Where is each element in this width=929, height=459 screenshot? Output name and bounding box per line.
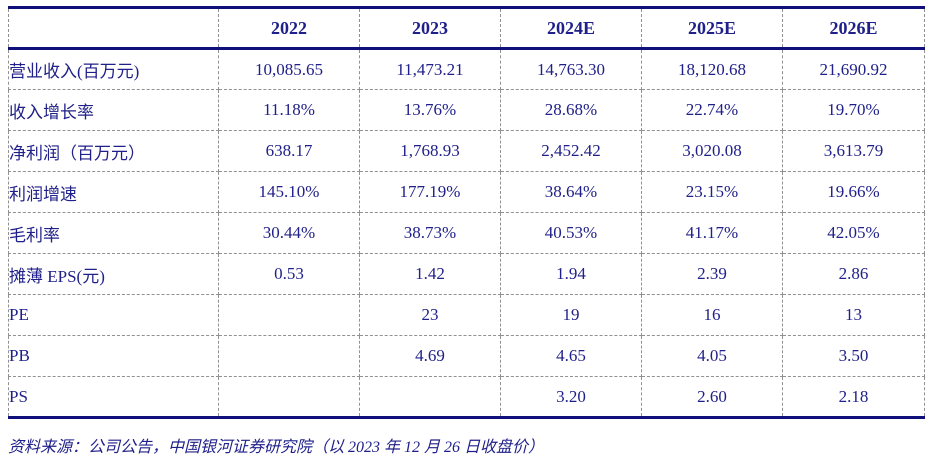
cell-value: 42.05%: [782, 212, 925, 254]
cell-value: 38.73%: [359, 212, 501, 254]
cell-value: 638.17: [218, 130, 360, 172]
cell-value: 3,020.08: [641, 130, 783, 172]
cell-value: 2,452.42: [500, 130, 642, 172]
cell-value: 3,613.79: [782, 130, 925, 172]
cell-value: 4.69: [359, 335, 501, 377]
cell-value: 38.64%: [500, 171, 642, 213]
table-row-profit-growth: 利润增速 145.10% 177.19% 38.64% 23.15% 19.66…: [8, 171, 925, 213]
row-label: 摊薄 EPS(元): [8, 253, 219, 295]
row-label: PB: [8, 335, 219, 377]
header-cell-2025e: 2025E: [641, 6, 783, 50]
row-label: 净利润（百万元）: [8, 130, 219, 172]
cell-value: 40.53%: [500, 212, 642, 254]
cell-value: 28.68%: [500, 89, 642, 131]
cell-value: 1.94: [500, 253, 642, 295]
source-note: 资料来源：公司公告，中国银河证券研究院（以 2023 年 12 月 26 日收盘…: [8, 439, 545, 456]
cell-value: 2.18: [782, 376, 925, 419]
cell-value: 2.60: [641, 376, 783, 419]
cell-value: 2.86: [782, 253, 925, 295]
table-row-pe: PE 23 19 16 13: [8, 294, 925, 336]
cell-value: [218, 294, 360, 336]
cell-value: 13: [782, 294, 925, 336]
cell-value: 13.76%: [359, 89, 501, 131]
cell-value: 19.66%: [782, 171, 925, 213]
cell-value: 3.20: [500, 376, 642, 419]
row-label: 毛利率: [8, 212, 219, 254]
cell-value: 4.05: [641, 335, 783, 377]
table-row-pb: PB 4.69 4.65 4.05 3.50: [8, 335, 925, 377]
header-cell-2022: 2022: [218, 6, 360, 50]
cell-value: 11.18%: [218, 89, 360, 131]
cell-value: 11,473.21: [359, 48, 501, 90]
cell-value: 177.19%: [359, 171, 501, 213]
cell-value: 19.70%: [782, 89, 925, 131]
financial-forecast-table: 2022 2023 2024E 2025E 2026E 营业收入(百万元) 10…: [8, 6, 925, 419]
cell-value: 22.74%: [641, 89, 783, 131]
table-row-revenue: 营业收入(百万元) 10,085.65 11,473.21 14,763.30 …: [8, 48, 925, 90]
header-cell-2024e: 2024E: [500, 6, 642, 50]
cell-value: 19: [500, 294, 642, 336]
header-cell-blank: [8, 6, 219, 50]
row-label: 营业收入(百万元): [8, 48, 219, 90]
cell-value: 30.44%: [218, 212, 360, 254]
table-row-net-profit: 净利润（百万元） 638.17 1,768.93 2,452.42 3,020.…: [8, 130, 925, 172]
cell-value: [218, 335, 360, 377]
cell-value: 23: [359, 294, 501, 336]
cell-value: 3.50: [782, 335, 925, 377]
cell-value: 4.65: [500, 335, 642, 377]
cell-value: [359, 376, 501, 419]
header-cell-2026e: 2026E: [782, 6, 925, 50]
cell-value: 1,768.93: [359, 130, 501, 172]
cell-value: 145.10%: [218, 171, 360, 213]
cell-value: 41.17%: [641, 212, 783, 254]
table-header-row: 2022 2023 2024E 2025E 2026E: [8, 6, 925, 50]
cell-value: 14,763.30: [500, 48, 642, 90]
table-row-gross-margin: 毛利率 30.44% 38.73% 40.53% 41.17% 42.05%: [8, 212, 925, 254]
cell-value: 0.53: [218, 253, 360, 295]
cell-value: [218, 376, 360, 419]
cell-value: 2.39: [641, 253, 783, 295]
row-label: 利润增速: [8, 171, 219, 213]
cell-value: 23.15%: [641, 171, 783, 213]
table-row-diluted-eps: 摊薄 EPS(元) 0.53 1.42 1.94 2.39 2.86: [8, 253, 925, 295]
cell-value: 21,690.92: [782, 48, 925, 90]
row-label: PS: [8, 376, 219, 419]
header-cell-2023: 2023: [359, 6, 501, 50]
cell-value: 16: [641, 294, 783, 336]
table-row-ps: PS 3.20 2.60 2.18: [8, 376, 925, 419]
cell-value: 1.42: [359, 253, 501, 295]
table-row-revenue-growth: 收入增长率 11.18% 13.76% 28.68% 22.74% 19.70%: [8, 89, 925, 131]
row-label: PE: [8, 294, 219, 336]
cell-value: 10,085.65: [218, 48, 360, 90]
row-label: 收入增长率: [8, 89, 219, 131]
cell-value: 18,120.68: [641, 48, 783, 90]
